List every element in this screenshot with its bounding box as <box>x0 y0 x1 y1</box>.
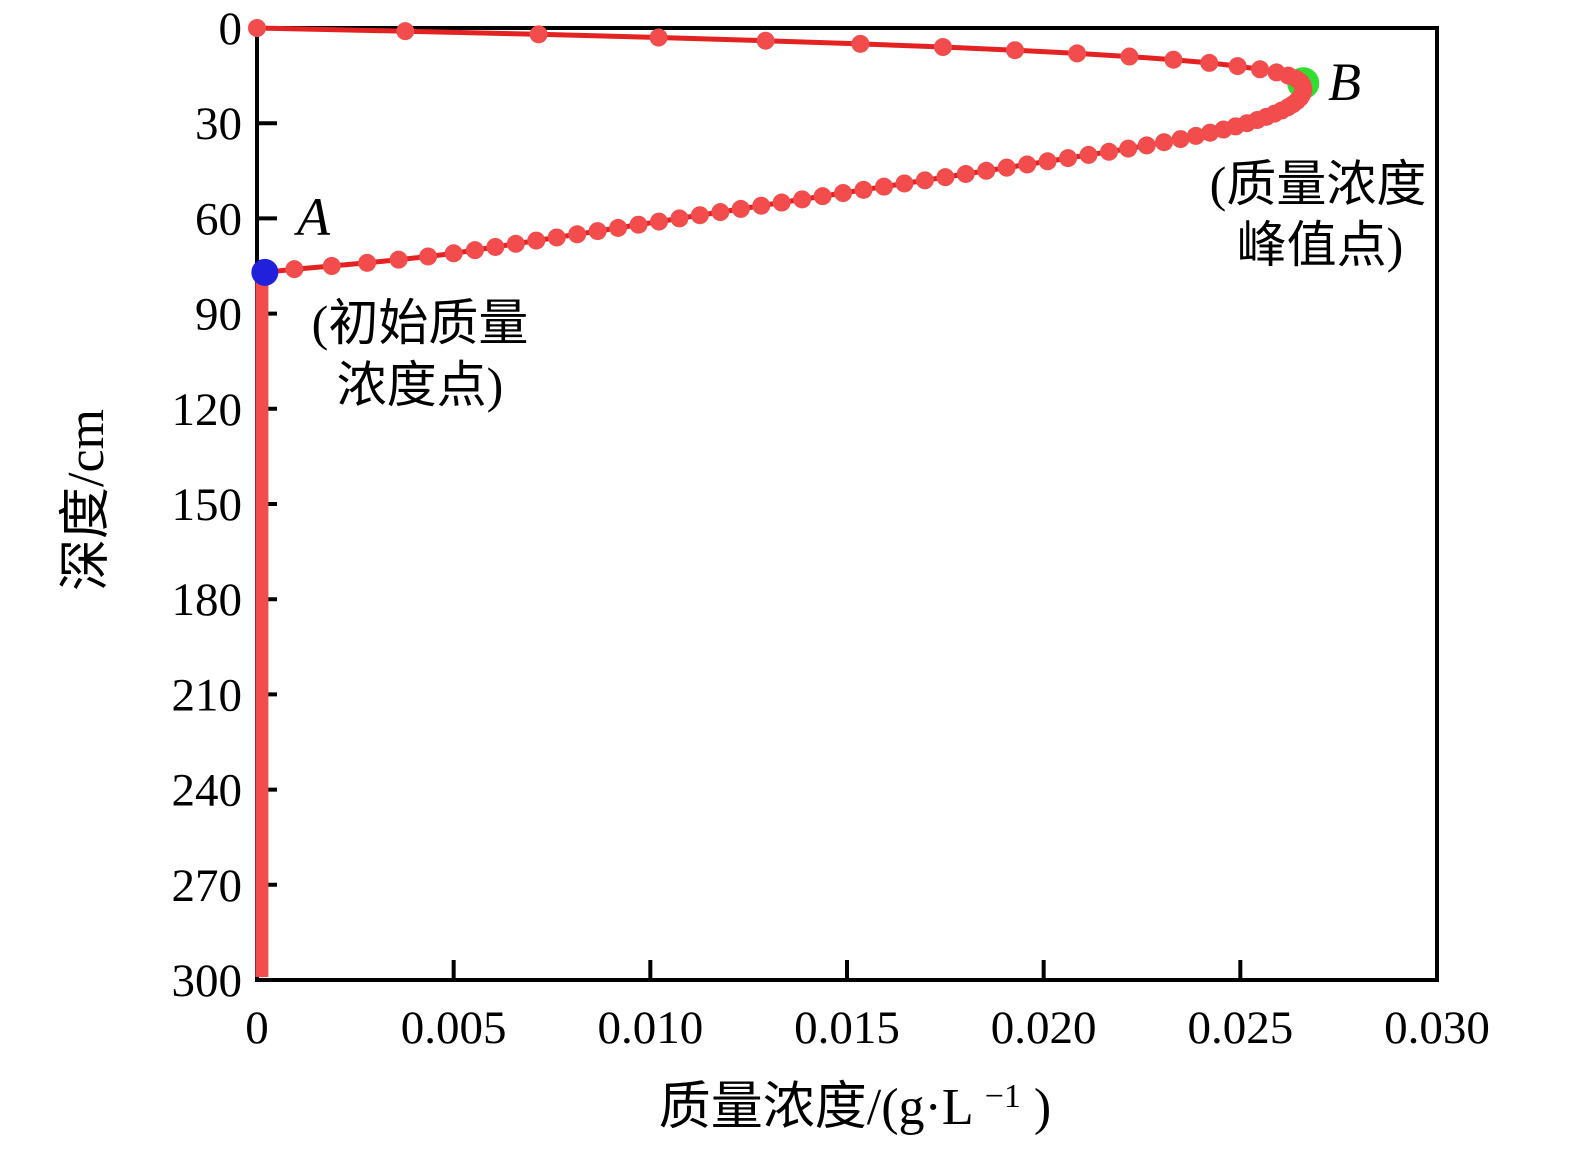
data-point-marker <box>419 247 438 266</box>
data-point-marker <box>933 38 952 57</box>
data-point-marker <box>1068 44 1087 63</box>
data-point-marker <box>1228 57 1247 76</box>
x-axis-tick-label: 0.025 <box>1187 1002 1293 1054</box>
data-point-marker <box>1251 60 1269 79</box>
data-point-marker <box>1201 123 1220 142</box>
x-axis-title: 质量浓度/(g·L −1 ) <box>659 1062 1051 1136</box>
x-axis-tick-label: 0.005 <box>401 1002 507 1054</box>
data-point-marker <box>834 184 853 203</box>
data-point-marker <box>956 164 975 183</box>
data-point-marker <box>752 196 771 215</box>
data-point-marker <box>588 222 607 241</box>
data-series-group <box>248 19 1320 977</box>
point-b-label: B <box>1328 52 1361 112</box>
data-point-marker <box>1120 47 1139 66</box>
data-point-marker <box>486 237 505 256</box>
point-b-note-line2: 峰值点) <box>1237 217 1404 273</box>
data-point-marker <box>1079 145 1098 164</box>
x-axis-tick-label: 0.010 <box>597 1002 703 1054</box>
data-point-marker <box>568 225 587 244</box>
x-axis-title-close-paren: ) <box>1034 1079 1051 1136</box>
data-point-marker <box>997 158 1016 177</box>
data-point-marker <box>465 241 484 260</box>
data-point-marker <box>444 244 463 263</box>
data-point-marker <box>731 199 750 218</box>
data-point-marker <box>936 168 955 187</box>
data-point-marker <box>1155 133 1174 152</box>
data-point-marker <box>793 190 812 209</box>
data-point-marker <box>1186 126 1205 145</box>
data-point-marker <box>248 19 266 37</box>
data-point-marker <box>649 212 668 231</box>
data-point-marker <box>851 34 870 53</box>
point-a-note-line2: 浓度点) <box>337 357 504 413</box>
data-point-marker <box>1164 50 1183 69</box>
y-axis-tick-label: 270 <box>172 860 243 912</box>
data-point-marker <box>874 177 893 196</box>
data-point-marker <box>285 260 304 279</box>
y-axis-tick-label: 120 <box>172 384 243 436</box>
data-point-marker <box>609 218 628 237</box>
x-axis-tick-label: 0.020 <box>991 1002 1097 1054</box>
data-point-marker <box>895 174 914 193</box>
data-point-marker <box>1059 149 1078 168</box>
data-point-marker <box>1171 130 1190 149</box>
data-point-marker <box>915 171 934 190</box>
data-point-marker <box>1137 136 1156 155</box>
y-axis-tick-label: 30 <box>195 98 242 150</box>
data-point-marker <box>977 161 996 180</box>
point-a-note-line1: (初始质量 <box>312 295 529 351</box>
point-b-note-line1: (质量浓度 <box>1210 156 1427 212</box>
data-point-marker <box>389 250 408 269</box>
y-axis-tick-label: 300 <box>172 955 243 1007</box>
data-point-marker <box>1119 139 1138 158</box>
x-axis-tick-label: 0.030 <box>1384 1002 1490 1054</box>
data-point-marker <box>690 206 709 225</box>
data-point-marker <box>1018 155 1037 174</box>
data-point-marker <box>529 25 548 44</box>
data-point-marker <box>506 234 525 253</box>
data-point-marker <box>649 28 668 47</box>
y-axis-tick-label: 240 <box>172 765 243 817</box>
x-axis-title-superscript: −1 <box>985 1078 1021 1115</box>
y-axis-tick-label: 180 <box>172 574 243 626</box>
data-point-marker <box>772 193 791 212</box>
data-point-marker <box>813 187 832 206</box>
y-axis-tick-label: 90 <box>195 289 242 341</box>
data-point-marker <box>629 215 648 234</box>
data-point-marker <box>756 31 775 50</box>
x-axis-tick-label: 0.015 <box>794 1002 900 1054</box>
y-axis-title: 深度/cm <box>58 409 115 591</box>
point-a-label: A <box>294 187 331 247</box>
axis-ticks-group: 0 0.005 0.010 0.015 0.020 0.025 0.030 0 30 60 90 12… <box>172 3 1490 1054</box>
data-point-marker <box>322 257 341 275</box>
data-point-marker <box>547 228 566 247</box>
data-point-marker <box>1099 142 1118 161</box>
x-axis-title-main: 质量浓度/(g·L <box>659 1079 972 1136</box>
data-point-marker <box>711 203 730 222</box>
y-axis-tick-label: 0 <box>219 3 243 55</box>
y-axis-tick-label: 210 <box>172 669 243 721</box>
data-point-marker <box>396 22 415 41</box>
data-point-marker <box>1038 152 1057 171</box>
y-axis-tick-label: 60 <box>195 193 242 245</box>
data-point-marker <box>1200 53 1219 72</box>
data-point-marker <box>527 231 546 250</box>
data-point-marker <box>854 180 873 199</box>
data-point-marker <box>358 253 377 272</box>
x-axis-tick-label: 0 <box>245 1002 269 1054</box>
data-point-marker <box>1005 41 1024 60</box>
data-point-marker <box>670 209 689 228</box>
y-axis-tick-label: 150 <box>172 479 243 531</box>
initial-point-marker-a <box>251 258 279 286</box>
